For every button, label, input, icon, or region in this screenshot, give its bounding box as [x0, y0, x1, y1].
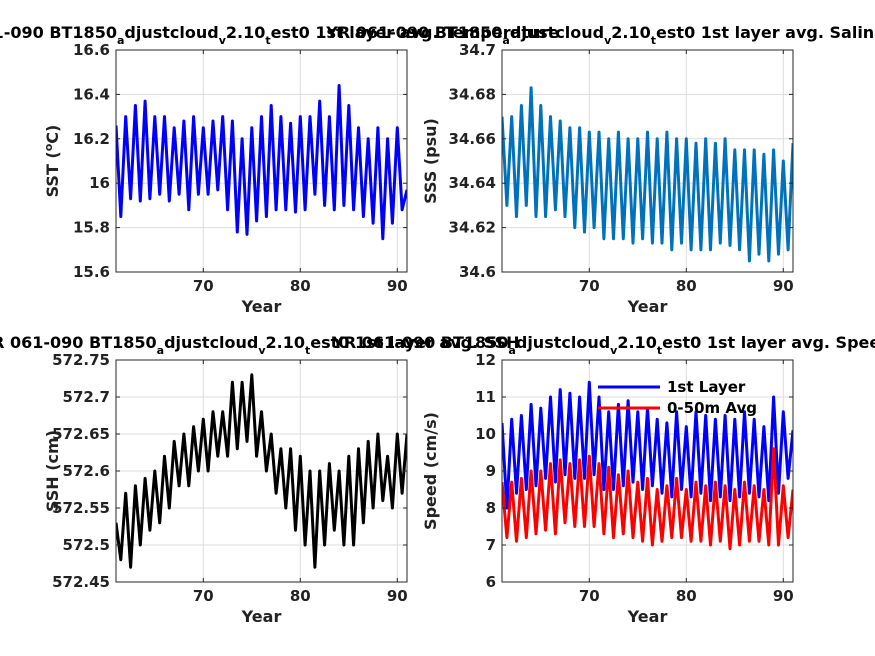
x-tick-label: 70	[193, 277, 214, 295]
title-text: 2.10	[266, 333, 305, 352]
title-text: djustcloud	[516, 333, 610, 352]
title-text: est0 1st layer avg. Speed	[662, 333, 875, 352]
title-subscript: t	[651, 34, 656, 47]
y-tick-label: 9	[486, 462, 496, 480]
y-tick-label: 572.45	[52, 573, 110, 591]
x-tick-label: 80	[290, 277, 311, 295]
y-axis-label: SST (oC)	[42, 125, 62, 198]
y-tick-label: 34.68	[449, 85, 496, 103]
y-tick-label: 34.66	[449, 130, 496, 148]
y-tick-label: 7	[486, 536, 496, 554]
y-tick-label: 6	[486, 573, 496, 591]
y-tick-label: 34.62	[449, 219, 496, 237]
title-subscript: a	[502, 34, 509, 47]
y-tick-label: 16.6	[73, 41, 110, 59]
y-tick-label: 572.6	[63, 462, 110, 480]
title-subscript: v	[610, 344, 618, 357]
title-subscript: a	[508, 344, 515, 357]
x-tick-label: 70	[579, 277, 600, 295]
x-tick-label: 80	[290, 587, 311, 605]
y-tick-label: 8	[486, 499, 496, 517]
ylabel-superscript: o	[42, 143, 55, 151]
x-tick-label: 70	[579, 587, 600, 605]
y-axis-label: SSH (cm)	[43, 430, 62, 512]
x-tick-label: 80	[676, 277, 697, 295]
title-subscript: a	[117, 34, 124, 47]
title-subscript: v	[219, 34, 227, 47]
title-text: 2.10	[617, 333, 656, 352]
y-tick-label: 572.75	[52, 351, 110, 369]
title-text: est0 1st layer avg. Salinity	[656, 23, 875, 42]
y-tick-label: 12	[475, 351, 496, 369]
chart-panel-3: 70 80 90572.45572.5572.55572.6572.65572.75…	[0, 333, 519, 626]
legend-entry-1: 1st Layer	[667, 378, 746, 396]
x-axis-label: Year	[627, 607, 668, 626]
legend-entry-2: 0-50m Avg	[667, 399, 757, 417]
title-text: YR 061-090 BT1850	[331, 333, 508, 352]
title-subscript: t	[657, 344, 662, 357]
title-subscript: v	[258, 344, 266, 357]
x-axis-label: Year	[241, 297, 282, 316]
x-tick-label: 90	[773, 587, 794, 605]
plot-title: YR 061-090 BT1850adjustcloudv2.10test0 1…	[331, 333, 875, 357]
title-text: djustcloud	[164, 333, 258, 352]
y-tick-label: 572.5	[63, 536, 110, 554]
x-tick-label: 90	[387, 587, 408, 605]
y-tick-label: 15.8	[73, 219, 110, 237]
series-line-1	[502, 86, 793, 263]
x-tick-label: 90	[387, 277, 408, 295]
y-tick-label: 572.65	[52, 425, 110, 443]
plot-title: YR 061-090 BT1850adjustcloudv2.10test0 1…	[325, 23, 875, 47]
axes-frame	[501, 49, 794, 273]
title-subscript: t	[305, 344, 310, 357]
series-line-1	[116, 84, 407, 241]
title-text: djustcloud	[510, 23, 604, 42]
title-text: YR 061-090 BT1850	[0, 333, 157, 352]
plot-area	[116, 50, 407, 272]
series-line-2	[502, 447, 793, 551]
plot-title: YR 061-090 BT1850adjustcloudv2.10test0 1…	[0, 23, 559, 47]
y-axis-label: SSS (psu)	[421, 118, 440, 204]
ylabel-text: SST (	[43, 151, 62, 197]
title-text: YR 061-090 BT1850	[0, 23, 117, 42]
chart-panel-2: 70 80 90 34.6 34.62 34.64 34.66 34.68 34.7 Year SS…	[325, 23, 875, 316]
series-line-1	[116, 373, 407, 569]
y-tick-label: 34.7	[459, 41, 496, 59]
y-tick-label: 15.6	[73, 263, 110, 281]
title-text: est0 1st layer avg. SSH	[310, 333, 519, 352]
title-text: 2.10	[611, 23, 650, 42]
y-tick-label: 34.6	[459, 263, 496, 281]
y-tick-label: 572.7	[63, 388, 110, 406]
y-tick-label: 10	[475, 425, 496, 443]
title-subscript: v	[604, 34, 612, 47]
title-text: YR 061-090 BT1850	[325, 23, 502, 42]
y-tick-label: 11	[475, 388, 496, 406]
title-text: djustcloud	[124, 23, 218, 42]
ylabel-text: C)	[43, 125, 62, 144]
y-tick-label: 572.55	[52, 499, 110, 517]
x-tick-label: 70	[193, 587, 214, 605]
y-tick-label: 16.4	[73, 85, 110, 103]
chart-panel-4: 70 80 90 6 7 8 9 10 11 12 Year Speed (cm/s) 1st Laye…	[331, 333, 875, 626]
plot-title: YR 061-090 BT1850adjustcloudv2.10test0 1…	[0, 333, 519, 357]
y-tick-label: 34.64	[449, 174, 496, 192]
x-tick-label: 90	[773, 277, 794, 295]
x-axis-label: Year	[241, 607, 282, 626]
title-text: 2.10	[226, 23, 265, 42]
title-subscript: t	[265, 34, 270, 47]
title-subscript: a	[157, 344, 164, 357]
y-tick-label: 16	[89, 174, 110, 192]
title-text: est0 1st layer avg. Temperature	[271, 23, 560, 42]
y-axis-label: Speed (cm/s)	[421, 412, 440, 530]
x-axis-label: Year	[627, 297, 668, 316]
chart-panel-1: 70 80 90 15.6 15.8 16 16.2 16.4 16.6 Year SST (oC)…	[0, 23, 559, 316]
x-tick-label: 80	[676, 587, 697, 605]
axes-frame	[115, 49, 408, 273]
y-tick-label: 16.2	[73, 130, 110, 148]
